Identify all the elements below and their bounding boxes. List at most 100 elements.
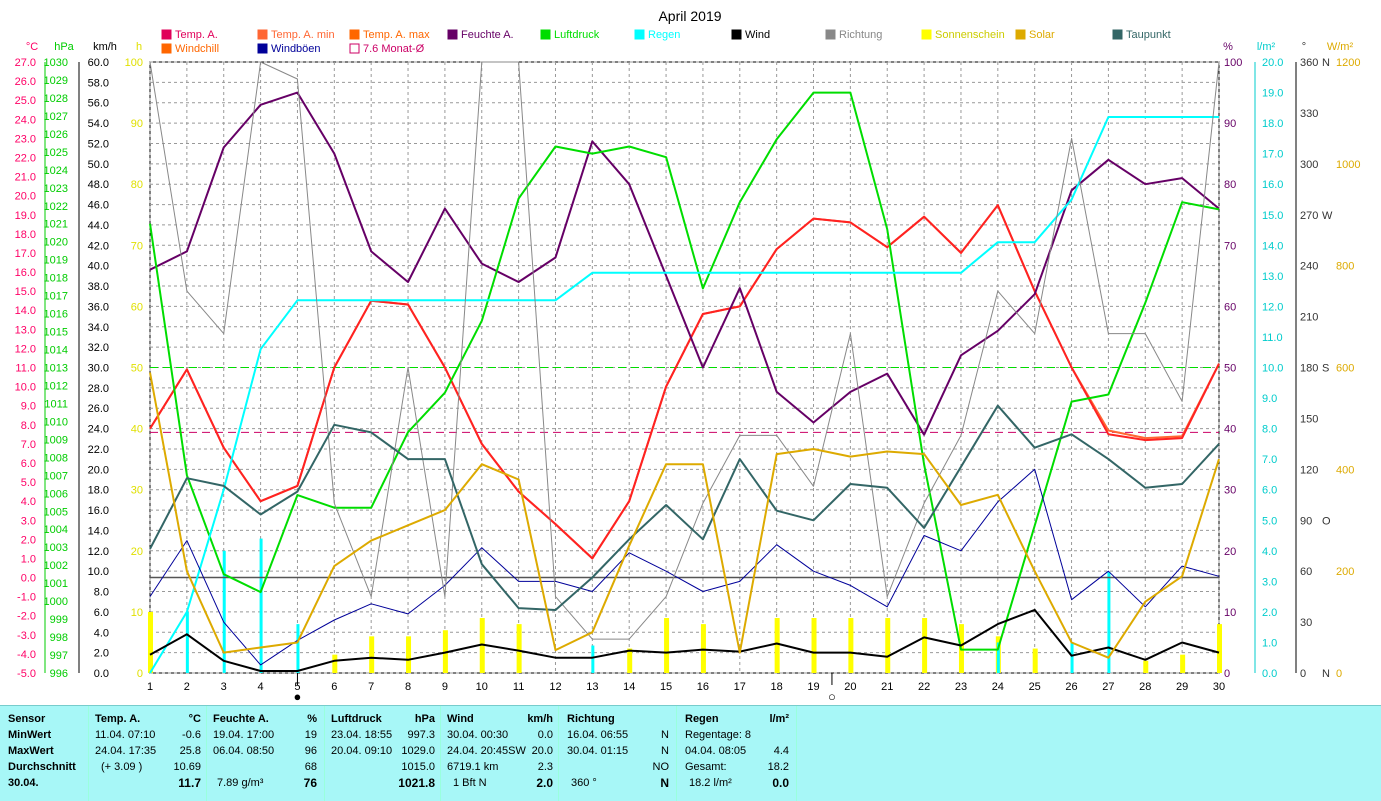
series-line — [149, 372, 1220, 659]
legend-swatch — [1015, 29, 1026, 40]
axis-tick-label: 26.0 — [15, 76, 36, 88]
axis-tick-label: 400 — [1336, 464, 1354, 476]
rain-unit: l/m² — [769, 713, 789, 725]
axis-tick-label: 1022 — [44, 201, 68, 213]
axis-tick-label: 38.0 — [88, 281, 109, 293]
axis-tick-label: 40.0 — [88, 261, 109, 273]
hum-unit: % — [307, 713, 317, 725]
axis-tick-label: 18.0 — [88, 485, 109, 497]
axis-tick-label: 36.0 — [88, 301, 109, 313]
axis-tick-label: 16.0 — [88, 505, 109, 517]
axis-tick-label: 30 — [1300, 617, 1312, 629]
press-min-time: 23.04. 18:55 — [331, 729, 393, 741]
axis-tick-label: 20 — [131, 546, 143, 558]
bar — [369, 636, 375, 673]
wind-avg: 2.3 — [537, 761, 553, 773]
bar — [811, 618, 817, 673]
axis-tick-label: 4.0 — [94, 627, 109, 639]
axis-tick-label: 1028 — [44, 93, 68, 105]
bar — [664, 618, 670, 673]
axis-tick-label: 800 — [1336, 261, 1354, 273]
press-unit: hPa — [414, 713, 435, 725]
bar — [996, 642, 1000, 673]
axis-tick-label: 52.0 — [88, 138, 109, 150]
hum-header: Feuchte A. — [213, 713, 269, 725]
axis-tick-label: 40 — [1224, 424, 1236, 436]
axis-tick-label: 80 — [1224, 179, 1236, 191]
axis-unit-label: % — [1223, 41, 1233, 53]
axis-tick-label: 210 — [1300, 312, 1318, 324]
rain-days: Regentage: 8 — [685, 729, 752, 741]
legend-swatch — [1112, 29, 1123, 40]
compass-label: N — [1322, 57, 1330, 69]
axis-tick-label: -5.0 — [17, 668, 36, 680]
axis-tick-label: 10.0 — [1262, 363, 1283, 375]
axis-unit-label: W/m² — [1327, 41, 1354, 53]
dir-avg: NO — [652, 761, 670, 773]
axis-tick-label: 1010 — [44, 416, 68, 428]
axis-tick-label: 46.0 — [88, 200, 109, 212]
x-tick-label: 5 — [294, 681, 300, 693]
legend-label: Temp. A. — [175, 29, 218, 41]
x-tick-label: 18 — [771, 681, 783, 693]
axis-tick-label: 50 — [131, 363, 143, 375]
axis-tick-label: 7.0 — [1262, 454, 1277, 466]
bar — [296, 624, 300, 673]
x-tick-label: 7 — [368, 681, 374, 693]
press-today: 1021.8 — [398, 776, 435, 790]
bar — [1032, 648, 1038, 673]
axis-tick-label: 200 — [1336, 566, 1354, 578]
wind-min: 0.0 — [537, 729, 553, 741]
dir-max: N — [661, 745, 669, 757]
row-label: Durchschnitt — [8, 761, 76, 773]
x-tick-label: 28 — [1139, 681, 1151, 693]
axis-tick-label: 1020 — [44, 237, 68, 249]
axis-tick-label: 10 — [1224, 607, 1236, 619]
axis-tick-label: 330 — [1300, 108, 1318, 120]
x-tick-label: 17 — [734, 681, 746, 693]
axis-tick-label: 1.0 — [21, 553, 36, 565]
axis-tick-label: -3.0 — [17, 630, 36, 642]
axis-tick-label: 19.0 — [1262, 88, 1283, 100]
compass-label: S — [1322, 363, 1329, 375]
bar — [1070, 642, 1074, 673]
axis-tick-label: 0.0 — [1262, 668, 1277, 680]
hum-min-time: 19.04. 17:00 — [213, 729, 275, 741]
bar — [1143, 660, 1149, 673]
axis-tick-label: 30.0 — [88, 363, 109, 375]
legend-swatch — [921, 29, 932, 40]
axis-unit-label: h — [136, 41, 142, 53]
axis-tick-label: 1017 — [44, 291, 68, 303]
axis-tick-label: 21.0 — [15, 172, 36, 184]
stats-rain-col: Regen l/m² Regentage: 8 04.04. 08:05 4.4… — [676, 706, 797, 801]
axis-tick-label: 11.0 — [15, 363, 36, 375]
axis-tick-label: 7.0 — [21, 439, 36, 451]
axis-tick-label: 8.0 — [94, 587, 109, 599]
axis-tick-label: 48.0 — [88, 179, 109, 191]
axis-tick-label: 996 — [50, 668, 68, 680]
axis-tick-label: 1008 — [44, 452, 68, 464]
axis-tick-label: 1025 — [44, 147, 68, 159]
axis-tick-label: 2.0 — [94, 648, 109, 660]
stats-spacer — [796, 706, 801, 801]
axis-unit-label: °C — [26, 41, 38, 53]
legend-swatch — [634, 29, 645, 40]
axis-tick-label: 0 — [1336, 668, 1342, 680]
axis-tick-label: 1013 — [44, 363, 68, 375]
x-tick-label: 21 — [881, 681, 893, 693]
axis-tick-label: 240 — [1300, 261, 1318, 273]
axis-tick-label: 26.0 — [88, 403, 109, 415]
axis-tick-label: 1023 — [44, 183, 68, 195]
row-label: Sensor — [8, 713, 46, 725]
axis-tick-label: 25.0 — [15, 95, 36, 107]
axis-tick-label: 1001 — [44, 578, 68, 590]
legend-swatch — [540, 29, 551, 40]
legend-label: Windböen — [271, 43, 321, 55]
axis-tick-label: 24.0 — [88, 424, 109, 436]
axis-tick-label: 80 — [131, 179, 143, 191]
axis-tick-label: 2.0 — [21, 534, 36, 546]
axis-tick-label: 3.0 — [1262, 576, 1277, 588]
axis-tick-label: 16.0 — [1262, 179, 1283, 191]
x-tick-label: 9 — [442, 681, 448, 693]
axis-tick-label: 60 — [1300, 566, 1312, 578]
